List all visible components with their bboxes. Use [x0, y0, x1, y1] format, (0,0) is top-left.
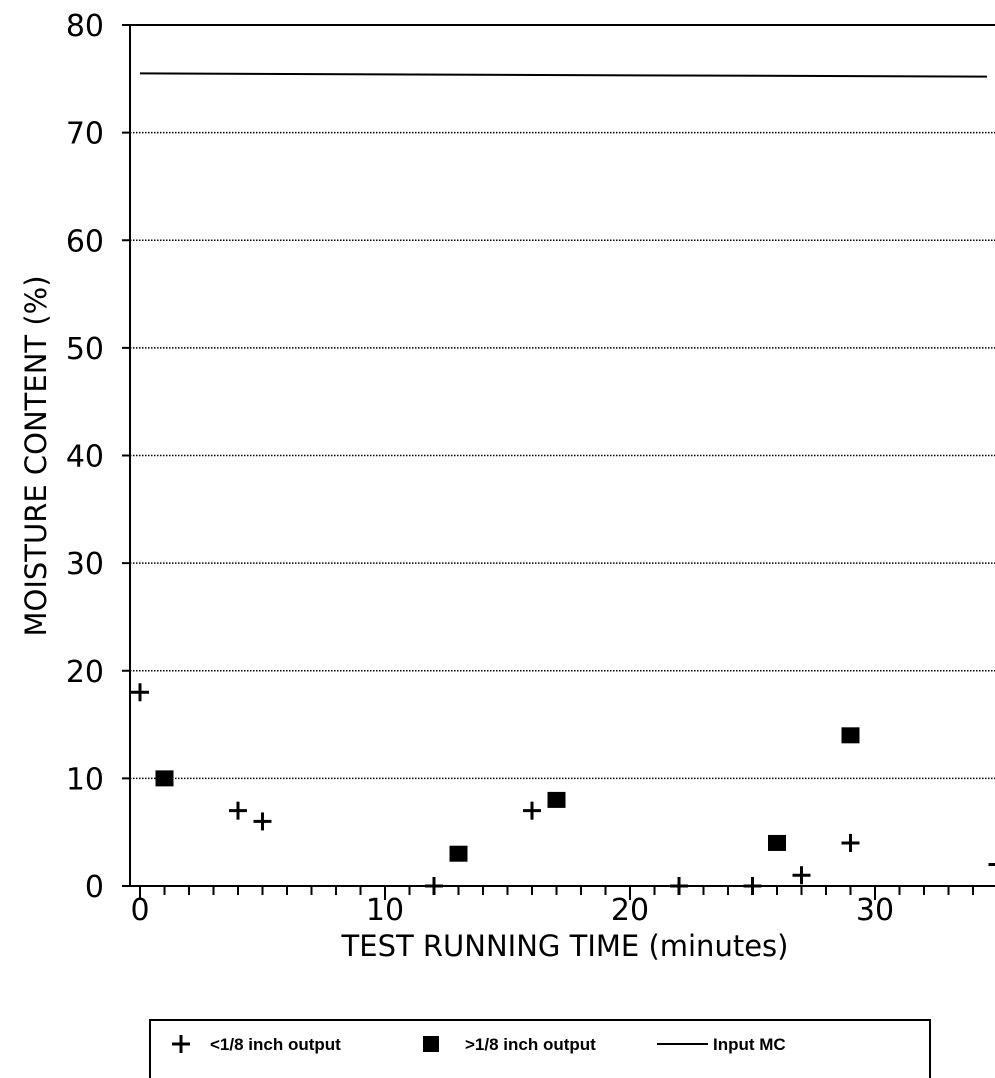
plus-point [229, 801, 247, 820]
x-tick-label-30: 30 [856, 893, 894, 928]
legend-item-large-output: >1/8 inch output [423, 1035, 596, 1054]
data-series [131, 72, 995, 895]
plus-point [841, 833, 860, 852]
plus-point [988, 862, 995, 866]
gridlines [130, 131, 995, 780]
y-tick-label-20: 20 [66, 655, 104, 690]
legend: <1/8 inch output >1/8 inch output Input … [149, 1019, 931, 1078]
legend-square-marker [423, 1036, 439, 1052]
plus-point [792, 866, 811, 885]
x-tick-label-10: 10 [366, 893, 404, 928]
series-1 [155, 727, 860, 862]
square-point [841, 727, 860, 744]
y-tick-label-10: 10 [66, 762, 104, 797]
plus-point [131, 683, 149, 702]
series-2 [139, 72, 988, 78]
legend-box [149, 1019, 931, 1078]
square-point [547, 791, 566, 808]
input-mc-line [139, 72, 988, 78]
plus-point [523, 801, 541, 820]
legend-label-large-output: >1/8 inch output [465, 1035, 596, 1054]
y-tick-label-0: 0 [85, 870, 104, 905]
legend-item-input-mc: Input MC [657, 1035, 786, 1054]
legend-plus-marker [172, 1035, 190, 1053]
y-tick-label-60: 60 [66, 224, 104, 259]
y-tick-label-40: 40 [66, 440, 104, 475]
plus-point [743, 877, 762, 895]
legend-item-small-output: <1/8 inch output [172, 1035, 341, 1054]
y-tick-label-30: 30 [66, 547, 104, 582]
plus-point [670, 877, 688, 895]
legend-label-small-output: <1/8 inch output [210, 1035, 341, 1054]
square-point [449, 845, 468, 862]
square-point [768, 834, 786, 851]
series-0 [131, 683, 995, 895]
square-point [155, 770, 174, 787]
y-axis-label: MOISTURE CONTENT (%) [19, 275, 53, 636]
legend-label-input-mc: Input MC [713, 1035, 786, 1054]
y-tick-label-70: 70 [66, 117, 104, 152]
plus-point [253, 812, 272, 831]
plus-point [425, 877, 443, 895]
y-tick-label-50: 50 [66, 332, 104, 367]
x-tick-label-0: 0 [130, 893, 149, 928]
x-axis-label: TEST RUNNING TIME (minutes) [341, 929, 789, 963]
ticks: 0 10 20 30 40 50 60 70 80 0 10 20 30 [66, 9, 974, 928]
x-tick-label-20: 20 [611, 893, 649, 928]
y-tick-label-80: 80 [66, 9, 104, 44]
